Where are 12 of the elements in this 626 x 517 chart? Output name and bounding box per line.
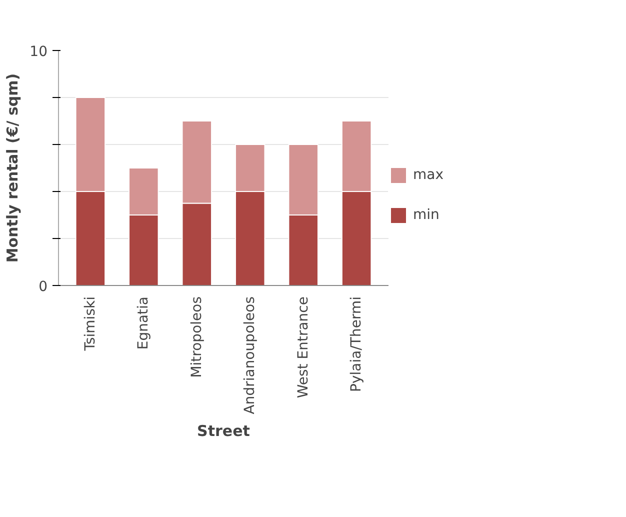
legend-label: max: [413, 167, 444, 183]
x-tick-label: Mitropoleos: [188, 296, 205, 378]
y-tick-label: 10: [30, 44, 48, 60]
y-axis-title: Montly rental (€/ sqm): [4, 73, 22, 263]
x-tick-label: Tsimiski: [82, 296, 98, 352]
x-tick-label: West Entrance: [295, 296, 312, 398]
x-tick-label: Pylaia/Thermi: [348, 296, 365, 392]
x-axis-title: Street: [197, 422, 250, 440]
x-tick-label: Egnatia: [136, 296, 152, 350]
y-tick-label: 0: [38, 279, 48, 295]
x-tick-label: Andrianoupoleos: [242, 296, 258, 414]
legend-label: min: [413, 207, 440, 223]
